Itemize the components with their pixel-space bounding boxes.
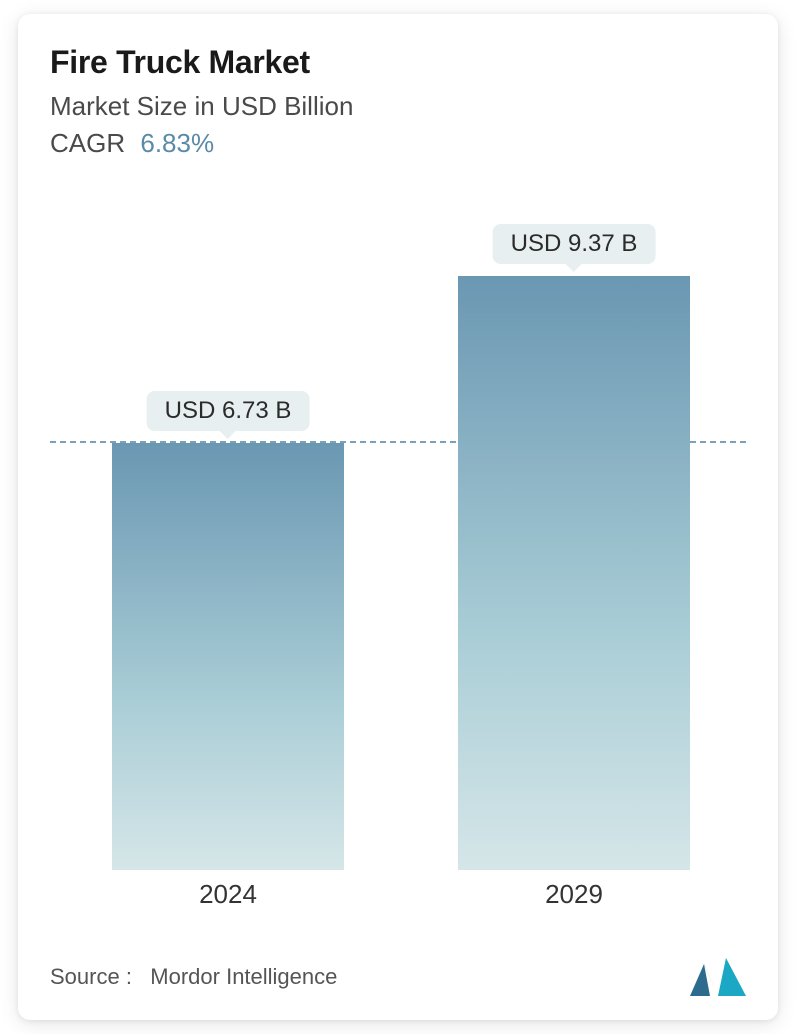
chart-card: Fire Truck Market Market Size in USD Bil… xyxy=(18,14,778,1020)
chart-subtitle: Market Size in USD Billion xyxy=(50,91,746,122)
x-axis-label-2024: 2024 xyxy=(112,879,344,910)
source-attribution: Source : Mordor Intelligence xyxy=(50,964,337,990)
source-label: Source : xyxy=(50,964,132,989)
chart-footer: Source : Mordor Intelligence xyxy=(50,958,746,996)
bar-2024: USD 6.73 B xyxy=(112,443,344,870)
cagr-row: CAGR 6.83% xyxy=(50,128,746,159)
bar-fill-2029 xyxy=(458,276,690,870)
x-axis-label-2029: 2029 xyxy=(458,879,690,910)
cagr-value: 6.83% xyxy=(140,128,214,158)
source-name: Mordor Intelligence xyxy=(150,964,337,989)
value-badge-2024: USD 6.73 B xyxy=(147,391,310,431)
bar-2029: USD 9.37 B xyxy=(458,276,690,870)
mordor-logo-icon xyxy=(690,958,746,996)
chart-title: Fire Truck Market xyxy=(50,44,746,81)
chart-plot-area: USD 6.73 B 2024 USD 9.37 B 2029 xyxy=(50,204,746,910)
bar-fill-2024 xyxy=(112,443,344,870)
value-badge-2029: USD 9.37 B xyxy=(493,224,656,264)
cagr-label: CAGR xyxy=(50,128,125,158)
